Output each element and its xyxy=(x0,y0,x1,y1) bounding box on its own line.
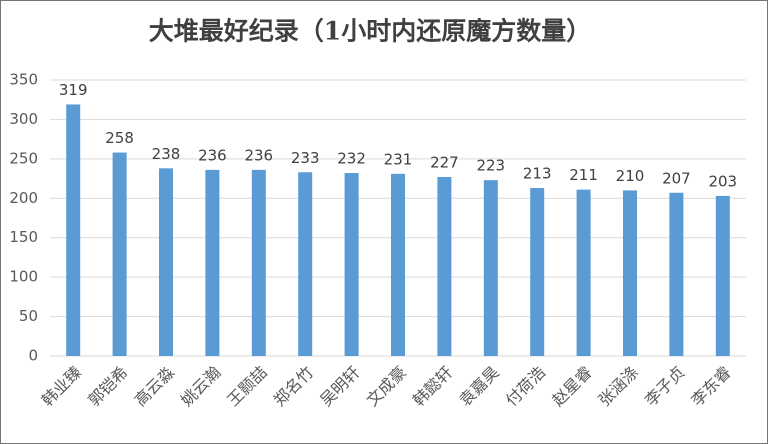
y-tick-label: 100 xyxy=(9,268,38,286)
value-label: 236 xyxy=(244,146,273,164)
value-label: 233 xyxy=(291,149,320,167)
value-label: 236 xyxy=(198,146,227,164)
value-label: 319 xyxy=(59,81,88,99)
value-label: 231 xyxy=(384,150,413,168)
bar xyxy=(623,190,637,356)
bar xyxy=(576,189,591,356)
bar xyxy=(112,152,127,356)
bar xyxy=(530,188,545,356)
y-tick-label: 350 xyxy=(9,71,38,89)
value-label: 223 xyxy=(476,157,505,175)
bar xyxy=(298,172,313,356)
value-label: 258 xyxy=(105,129,134,147)
chart-title: 大堆最好纪录（1小时内还原魔方数量） xyxy=(149,17,591,46)
bar xyxy=(669,192,684,356)
y-tick-label: 50 xyxy=(19,307,38,325)
bar xyxy=(715,195,730,356)
bar xyxy=(205,169,220,356)
y-tick-label: 250 xyxy=(9,149,38,167)
y-tick-label: 0 xyxy=(28,347,38,365)
bar xyxy=(437,176,452,356)
value-label: 207 xyxy=(662,169,691,187)
value-label: 232 xyxy=(337,150,366,168)
bar xyxy=(483,180,498,356)
bar xyxy=(159,168,173,356)
bar xyxy=(66,104,81,357)
y-tick-label: 150 xyxy=(9,228,38,246)
bar xyxy=(391,173,405,356)
value-label: 238 xyxy=(152,145,181,163)
bar xyxy=(344,173,359,356)
value-label: 227 xyxy=(430,153,459,171)
value-label: 211 xyxy=(569,166,598,184)
value-label: 203 xyxy=(708,172,737,190)
value-label: 210 xyxy=(616,167,645,185)
value-label: 213 xyxy=(523,165,552,183)
y-tick-label: 300 xyxy=(9,110,38,128)
y-tick-label: 200 xyxy=(9,189,38,207)
bar xyxy=(251,169,266,356)
